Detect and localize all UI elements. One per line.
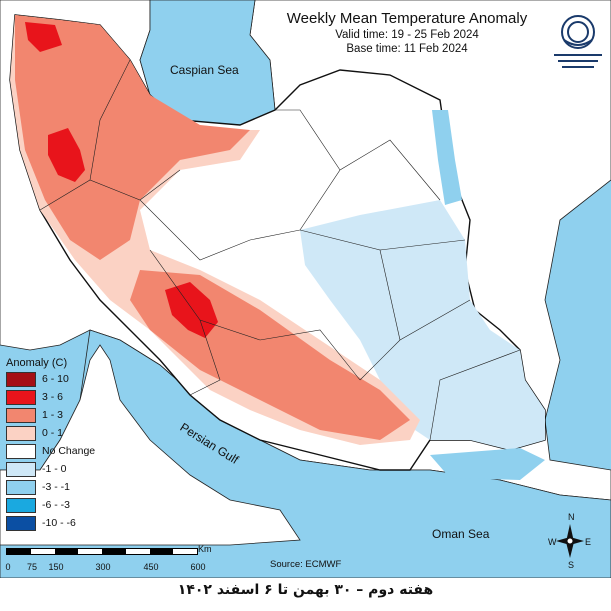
legend-swatch — [6, 497, 36, 513]
scale-tick: 600 — [190, 562, 206, 572]
warm-strong-nw-2 — [48, 128, 85, 182]
base-time: Base time: 11 Feb 2024 — [346, 43, 468, 55]
legend-label: 1 - 3 — [42, 409, 64, 421]
legend-swatch — [6, 425, 36, 441]
legend-item: 3 - 6 — [6, 388, 110, 406]
oman-sea-label: Oman Sea — [432, 527, 490, 541]
scale-tick: 300 — [95, 562, 111, 572]
scale-tick: 150 — [48, 562, 64, 572]
map-title: Weekly Mean Temperature Anomaly — [286, 10, 528, 27]
compass-rose-icon: N S W E — [548, 512, 591, 570]
legend-swatch — [6, 479, 36, 495]
legend-swatch — [6, 443, 36, 459]
legend-item: -3 - -1 — [6, 478, 110, 496]
legend-swatch — [6, 461, 36, 477]
compass-e: E — [585, 537, 591, 547]
scale-bar-graphic — [6, 548, 198, 555]
legend-label: 6 - 10 — [42, 373, 69, 385]
legend-item: 0 - 1 — [6, 424, 110, 442]
title-block: Weekly Mean Temperature Anomaly Valid ti… — [262, 10, 552, 56]
legend-swatch — [6, 407, 36, 423]
footer-caption: هفته دوم – ۳۰ بهمن تا ۶ اسفند ۱۴۰۲ — [177, 582, 434, 598]
caspian-label: Caspian Sea — [170, 63, 239, 77]
scale-tick: 450 — [143, 562, 159, 572]
compass-n: N — [568, 512, 575, 522]
warm-strong-central — [165, 282, 218, 338]
cool-east — [300, 200, 545, 450]
legend-item: -1 - 0 — [6, 460, 110, 478]
scale-tick: 75 — [26, 562, 38, 572]
legend-swatch — [6, 371, 36, 387]
warm-strong-nw-1 — [25, 22, 62, 52]
province-borders — [39, 59, 521, 441]
scale-unit: Km — [198, 544, 212, 554]
legend-item: 6 - 10 — [6, 370, 110, 388]
map-frame — [0, 0, 611, 578]
legend-item: -10 - -6 — [6, 514, 110, 532]
cool-east-strong — [432, 110, 462, 205]
legend-label: No Change — [42, 445, 96, 457]
scale-tick: 0 — [5, 562, 11, 572]
compass-w: W — [548, 537, 557, 547]
legend-label: -6 - -3 — [42, 499, 71, 511]
warm-northwest — [15, 15, 250, 260]
cool-southeast — [430, 448, 545, 480]
legend-label: 0 - 1 — [42, 427, 64, 439]
legend-item: No Change — [6, 442, 110, 460]
arabian-land — [0, 344, 301, 546]
legend-item: 1 - 3 — [6, 406, 110, 424]
legend-swatch — [6, 515, 36, 531]
legend-label: -3 - -1 — [42, 481, 71, 493]
legend: Anomaly (C) 6 - 10 3 - 6 1 - 3 0 - 1 No Chan… — [6, 356, 110, 532]
legend-title: Anomaly (C) — [6, 357, 68, 369]
agency-logo-icon — [554, 15, 602, 68]
anomaly-map — [0, 0, 611, 578]
legend-label: 3 - 6 — [42, 391, 64, 403]
compass-s: S — [568, 560, 574, 570]
valid-time: Valid time: 19 - 25 Feb 2024 — [335, 29, 479, 41]
legend-label: -10 - -6 — [42, 517, 76, 529]
legend-rows: 6 - 10 3 - 6 1 - 3 0 - 1 No Change -1 - 0 -3 -… — [6, 370, 110, 532]
legend-label: -1 - 0 — [42, 463, 67, 475]
legend-swatch — [6, 389, 36, 405]
source-text: Source: ECMWF — [270, 559, 342, 570]
scale-bar: Km 0 75 150 300 450 600 — [5, 544, 211, 576]
legend-item: -6 - -3 — [6, 496, 110, 514]
